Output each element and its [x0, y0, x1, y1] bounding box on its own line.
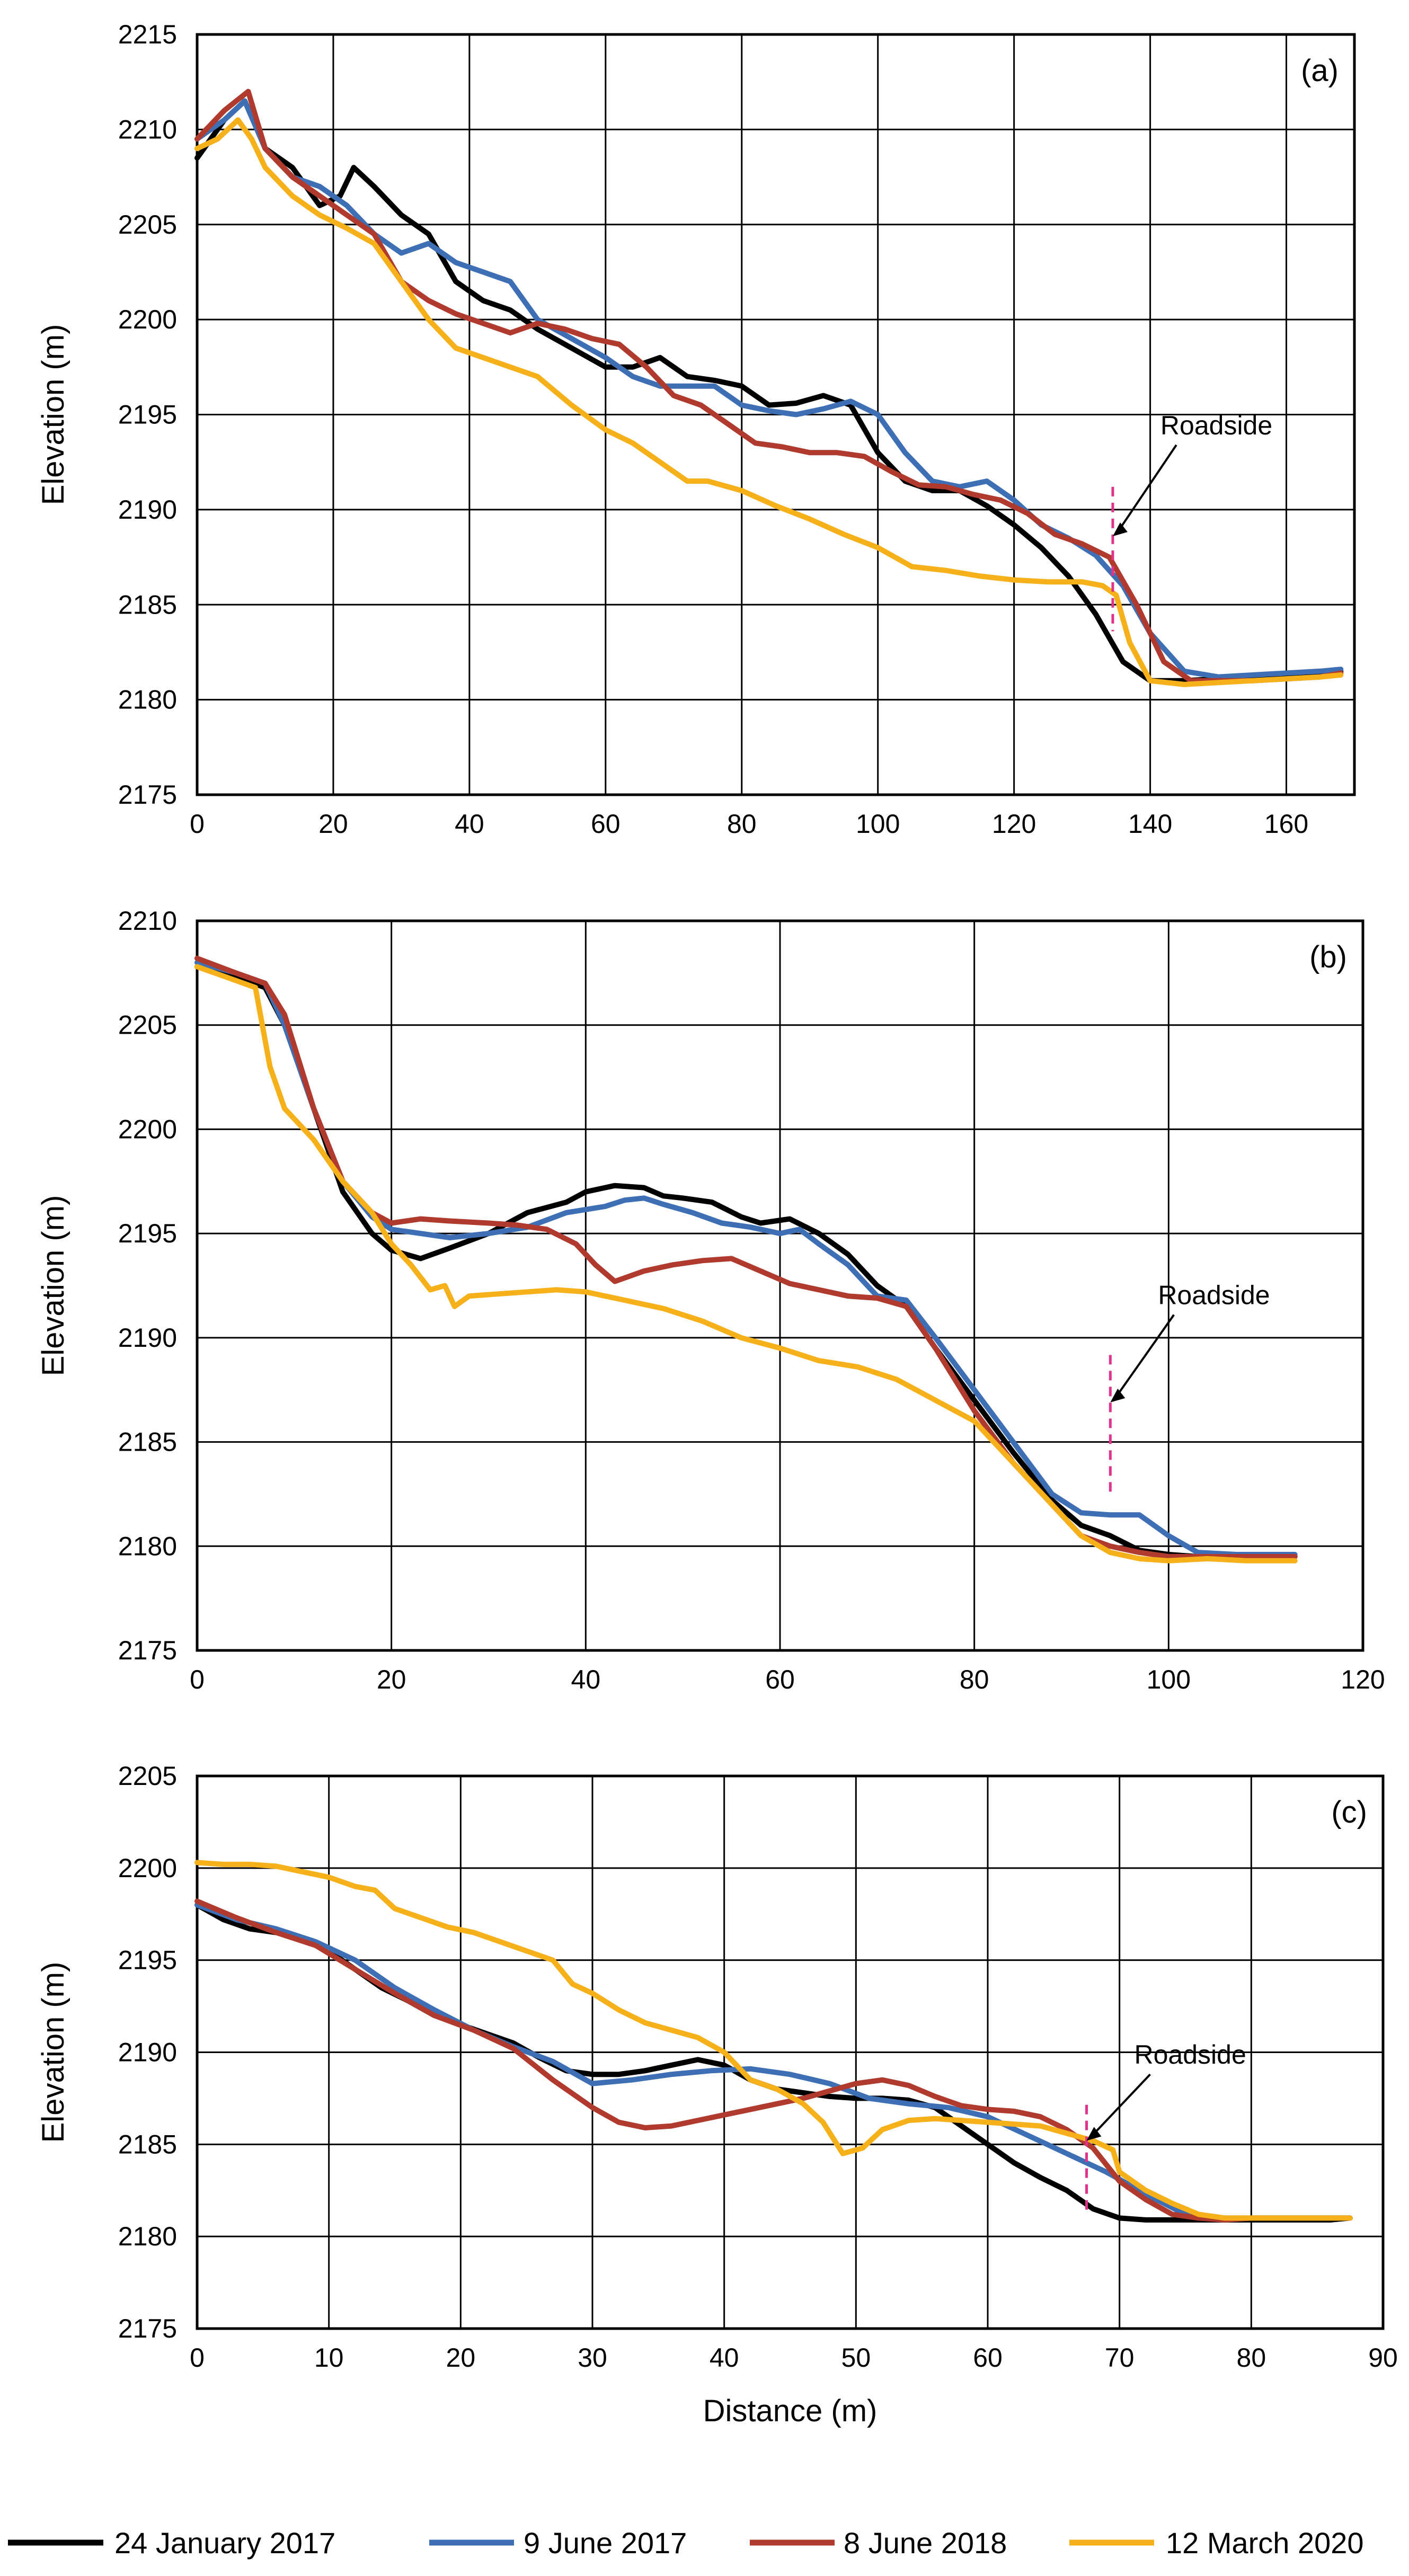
panel-label-a: (a)	[1301, 54, 1339, 88]
roadside-arrow-a	[1117, 444, 1177, 532]
x-tick-label-a-8: 160	[1264, 809, 1308, 839]
y-tick-label-b-0: 2175	[118, 1636, 177, 1665]
series-line-c-8-june-2018	[194, 1898, 1353, 2223]
series-line-a-12-march-2020	[194, 117, 1344, 687]
panel-a: 0 20 40 60 80 100 120 140 160 2175 2180 2185 2190 219…	[36, 20, 1356, 839]
legend-label-12-march-2020: 12 March 2020	[1166, 2526, 1364, 2560]
roadside-arrow-b	[1114, 1314, 1175, 1398]
legend-entry-9-june-2017: 9 June 2017	[429, 2526, 687, 2560]
y-axis-title-a: Elevation (m)	[36, 324, 70, 505]
y-tick-label-a-8: 2215	[118, 20, 177, 49]
y-tick-label-b-1: 2180	[118, 1531, 177, 1561]
plot-frame-b	[196, 919, 1364, 1652]
y-tick-label-c-6: 2205	[118, 1761, 177, 1791]
x-tick-label-a-2: 40	[455, 809, 484, 839]
roadside-arrowhead-b	[1110, 1388, 1126, 1402]
x-tick-label-c-4: 40	[710, 2343, 739, 2373]
y-tick-label-c-0: 2175	[118, 2314, 177, 2343]
roadside-label-b: Roadside	[1158, 1281, 1270, 1310]
x-tick-label-a-7: 140	[1128, 809, 1172, 839]
series-line-c-12-march-2020	[194, 1860, 1353, 2221]
x-tick-label-c-8: 80	[1237, 2343, 1266, 2373]
x-tick-label-c-3: 30	[578, 2343, 607, 2373]
x-tick-label-c-7: 70	[1105, 2343, 1135, 2373]
x-tick-label-c-2: 20	[446, 2343, 476, 2373]
y-tick-label-c-4: 2195	[118, 1946, 177, 1975]
plot-frame-a	[196, 33, 1356, 796]
legend-label-8-june-2018: 8 June 2018	[844, 2526, 1007, 2560]
x-tick-label-b-3: 60	[765, 1665, 795, 1694]
y-tick-label-b-2: 2185	[118, 1427, 177, 1457]
series-line-b-12-march-2020	[194, 964, 1298, 1564]
legend-entry-24-january-2017: 24 January 2017	[8, 2526, 335, 2560]
y-tick-label-a-6: 2205	[118, 210, 177, 239]
roadside-label-a: Roadside	[1160, 411, 1272, 440]
y-tick-label-c-5: 2200	[118, 1853, 177, 1883]
x-tick-label-b-1: 20	[377, 1665, 406, 1694]
plot-frame-c	[196, 1774, 1385, 2330]
x-tick-label-c-9: 90	[1368, 2343, 1398, 2373]
y-tick-label-b-5: 2200	[118, 1114, 177, 1144]
y-tick-label-a-7: 2210	[118, 114, 177, 144]
x-tick-label-c-1: 10	[314, 2343, 344, 2373]
legend: 24 January 2017 9 June 2017 8 June 2018 …	[8, 2526, 1364, 2560]
series-line-a-24-january-2017	[194, 98, 1344, 683]
x-tick-label-a-1: 20	[318, 809, 348, 839]
x-tick-label-b-5: 100	[1147, 1665, 1191, 1694]
series-line-a-8-june-2018	[194, 88, 1344, 683]
panel-c: 0 10 20 30 40 50 60 70 80 90 2175 2180 2185 2190 2195 2…	[36, 1761, 1398, 2428]
y-tick-label-b-3: 2190	[118, 1323, 177, 1353]
y-tick-label-b-7: 2210	[118, 906, 177, 936]
y-tick-label-a-2: 2185	[118, 590, 177, 619]
y-tick-label-c-2: 2185	[118, 2129, 177, 2159]
y-tick-label-a-1: 2180	[118, 685, 177, 715]
x-tick-label-c-5: 50	[841, 2343, 871, 2373]
x-axis-title-c: Distance (m)	[703, 2394, 878, 2428]
panel-b: 0 20 40 60 80 100 120 2175 2180 2185 2190 2195 2200 2…	[36, 906, 1385, 1694]
y-tick-label-b-6: 2205	[118, 1010, 177, 1040]
y-axis-title-b: Elevation (m)	[36, 1195, 70, 1376]
y-tick-label-a-0: 2175	[118, 780, 177, 810]
x-tick-label-a-5: 100	[856, 809, 900, 839]
y-tick-label-b-4: 2195	[118, 1219, 177, 1248]
x-tick-label-b-2: 40	[571, 1665, 601, 1694]
x-tick-label-a-6: 120	[992, 809, 1036, 839]
y-tick-label-a-4: 2195	[118, 400, 177, 430]
x-tick-label-c-6: 60	[973, 2343, 1003, 2373]
x-tick-label-b-6: 120	[1341, 1665, 1385, 1694]
x-tick-label-a-4: 80	[727, 809, 757, 839]
panel-label-c: (c)	[1331, 1795, 1367, 1829]
x-tick-label-b-0: 0	[190, 1665, 205, 1694]
legend-label-24-january-2017: 24 January 2017	[114, 2526, 335, 2560]
x-tick-label-b-4: 80	[960, 1665, 989, 1694]
x-tick-label-a-3: 60	[591, 809, 621, 839]
legend-entry-8-june-2018: 8 June 2018	[750, 2526, 1007, 2560]
panel-label-b: (b)	[1309, 940, 1347, 974]
y-tick-label-a-5: 2200	[118, 305, 177, 334]
series-line-b-24-january-2017	[194, 964, 1298, 1559]
legend-label-9-june-2017: 9 June 2017	[524, 2526, 687, 2560]
roadside-label-c: Roadside	[1135, 2040, 1246, 2069]
series-line-c-9-june-2017	[194, 1902, 1353, 2221]
roadside-arrowhead-c	[1086, 2127, 1102, 2141]
y-tick-label-a-3: 2190	[118, 495, 177, 525]
x-tick-label-a-0: 0	[190, 809, 205, 839]
roadside-arrow-c	[1091, 2073, 1151, 2137]
y-tick-label-c-3: 2190	[118, 2038, 177, 2067]
legend-entry-12-march-2020: 12 March 2020	[1069, 2526, 1364, 2560]
y-tick-label-c-1: 2180	[118, 2222, 177, 2251]
y-axis-title-c: Elevation (m)	[36, 1962, 70, 2143]
roadside-arrowhead-a	[1112, 522, 1128, 537]
x-tick-label-c-0: 0	[190, 2343, 205, 2373]
